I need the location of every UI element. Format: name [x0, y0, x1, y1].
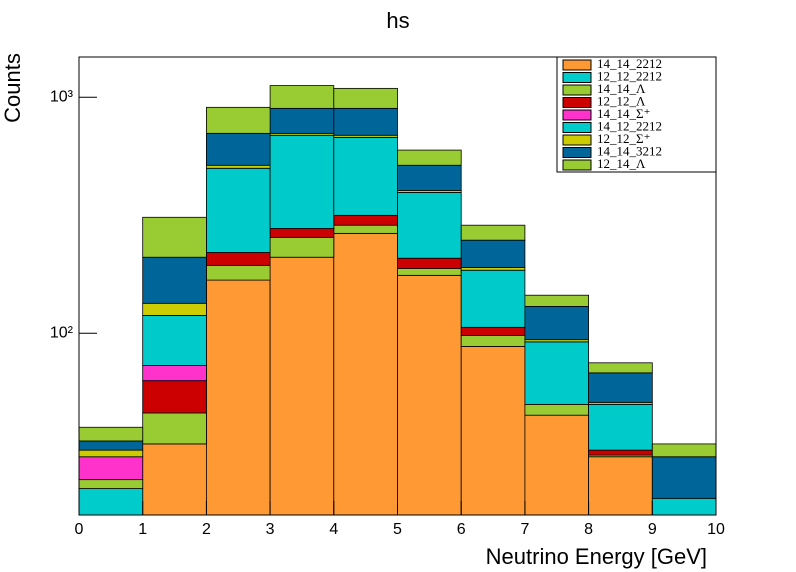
histogram-bar: [333, 107, 398, 136]
histogram-bar: [142, 443, 207, 516]
histogram-bar: [205, 279, 271, 516]
legend-label: 12_12_Λ: [597, 93, 646, 108]
legend-swatch: [562, 122, 592, 133]
histogram-bar: [460, 267, 526, 271]
legend-swatch: [562, 84, 592, 96]
x-tick-label: 4: [329, 521, 338, 538]
histogram-bar: [142, 412, 207, 445]
legend-label: 12_14_Λ: [597, 156, 646, 171]
legend-swatch: [562, 147, 592, 158]
x-tick-label: 7: [520, 521, 529, 538]
histogram-bar: [333, 214, 398, 226]
histogram-bar: [333, 224, 398, 234]
legend-label: 12_12_2212: [597, 68, 662, 83]
x-tick-label: 1: [138, 521, 147, 538]
x-tick-label: 9: [648, 521, 657, 538]
histogram-bar: [78, 449, 144, 458]
legend-swatch: [562, 109, 592, 121]
histogram-bar: [142, 365, 207, 382]
histogram-bar: [205, 252, 271, 266]
histogram-bar: [142, 380, 207, 414]
histogram-bar: [142, 216, 207, 258]
histogram-bar: [397, 274, 462, 516]
histogram-bar: [142, 256, 207, 304]
histogram-bar: [78, 479, 144, 489]
histogram-bar: [588, 449, 653, 456]
histogram-bar: [588, 372, 653, 403]
legend-label: 14_14_Λ: [597, 81, 646, 96]
histogram-bar: [205, 164, 271, 169]
histogram-bar: [588, 456, 653, 516]
histogram-bar: [524, 403, 590, 416]
x-tick-label: 6: [457, 521, 466, 538]
legend-swatch: [562, 59, 592, 71]
chart-title: hs: [386, 8, 409, 33]
histogram-bar: [269, 228, 335, 238]
histogram-bar: [269, 85, 335, 109]
histogram-bar: [460, 346, 526, 516]
histogram-bar: [651, 443, 717, 458]
legend-label: 14_12_2212: [597, 118, 662, 133]
histogram-bar: [78, 426, 144, 442]
x-tick-label: 5: [393, 521, 402, 538]
histogram-bar: [269, 134, 335, 229]
histogram-bar: [142, 302, 207, 316]
histogram-bar: [651, 456, 717, 499]
histogram-bar: [333, 232, 398, 516]
x-tick-label: 10: [707, 521, 725, 538]
histogram-bar: [269, 236, 335, 258]
histogram-bar: [78, 456, 144, 481]
histogram-bar: [205, 167, 271, 253]
x-tick-label: 2: [202, 521, 211, 538]
histogram-bar: [588, 362, 653, 374]
legend-label: 14_14_2212: [597, 56, 662, 71]
histogram-bar: [460, 269, 526, 328]
legend-swatch: [562, 97, 592, 108]
histogram-bar: [269, 256, 335, 516]
x-tick-label: 3: [266, 521, 275, 538]
legend-swatch: [562, 134, 592, 146]
histogram-bar: [205, 106, 271, 134]
histogram-bar: [205, 264, 271, 281]
histogram-bar: [397, 257, 462, 269]
histogram-bar: [460, 334, 526, 347]
histogram-bar: [460, 239, 526, 268]
histogram-bar: [397, 149, 462, 166]
histogram-bar: [78, 488, 144, 516]
histogram-bar: [142, 315, 207, 366]
histogram-bar: [205, 132, 271, 166]
histogram-bar: [524, 341, 590, 405]
histogram-bar: [460, 326, 526, 336]
histogram-bar: [524, 306, 590, 341]
x-axis-label: Neutrino Energy [GeV]: [486, 544, 707, 569]
histogram-bar: [78, 440, 144, 451]
legend-label: 14_14_3212: [597, 143, 662, 158]
histogram-bar: [524, 414, 590, 516]
y-tick-label: 10³: [50, 88, 74, 105]
legend-label: 14_14_Σ⁺: [597, 106, 650, 121]
histogram-bar: [333, 87, 398, 109]
histogram-bar: [588, 403, 653, 451]
y-axis-label: Counts: [0, 53, 25, 123]
x-tick-label: 0: [75, 521, 84, 538]
histogram-bar: [651, 497, 717, 516]
histogram-bar: [524, 294, 590, 307]
histogram-bar: [269, 107, 335, 134]
histogram-bar: [397, 164, 462, 191]
histogram-bar: [460, 224, 526, 241]
legend-label: 12_12_Σ⁺: [597, 131, 650, 146]
histogram-bar: [397, 268, 462, 276]
histogram-bar: [333, 136, 398, 216]
y-tick-label: 10²: [50, 325, 74, 342]
histogram-bar: [397, 192, 462, 259]
legend-swatch: [562, 72, 592, 83]
legend-swatch: [562, 159, 592, 171]
x-tick-label: 8: [584, 521, 593, 538]
